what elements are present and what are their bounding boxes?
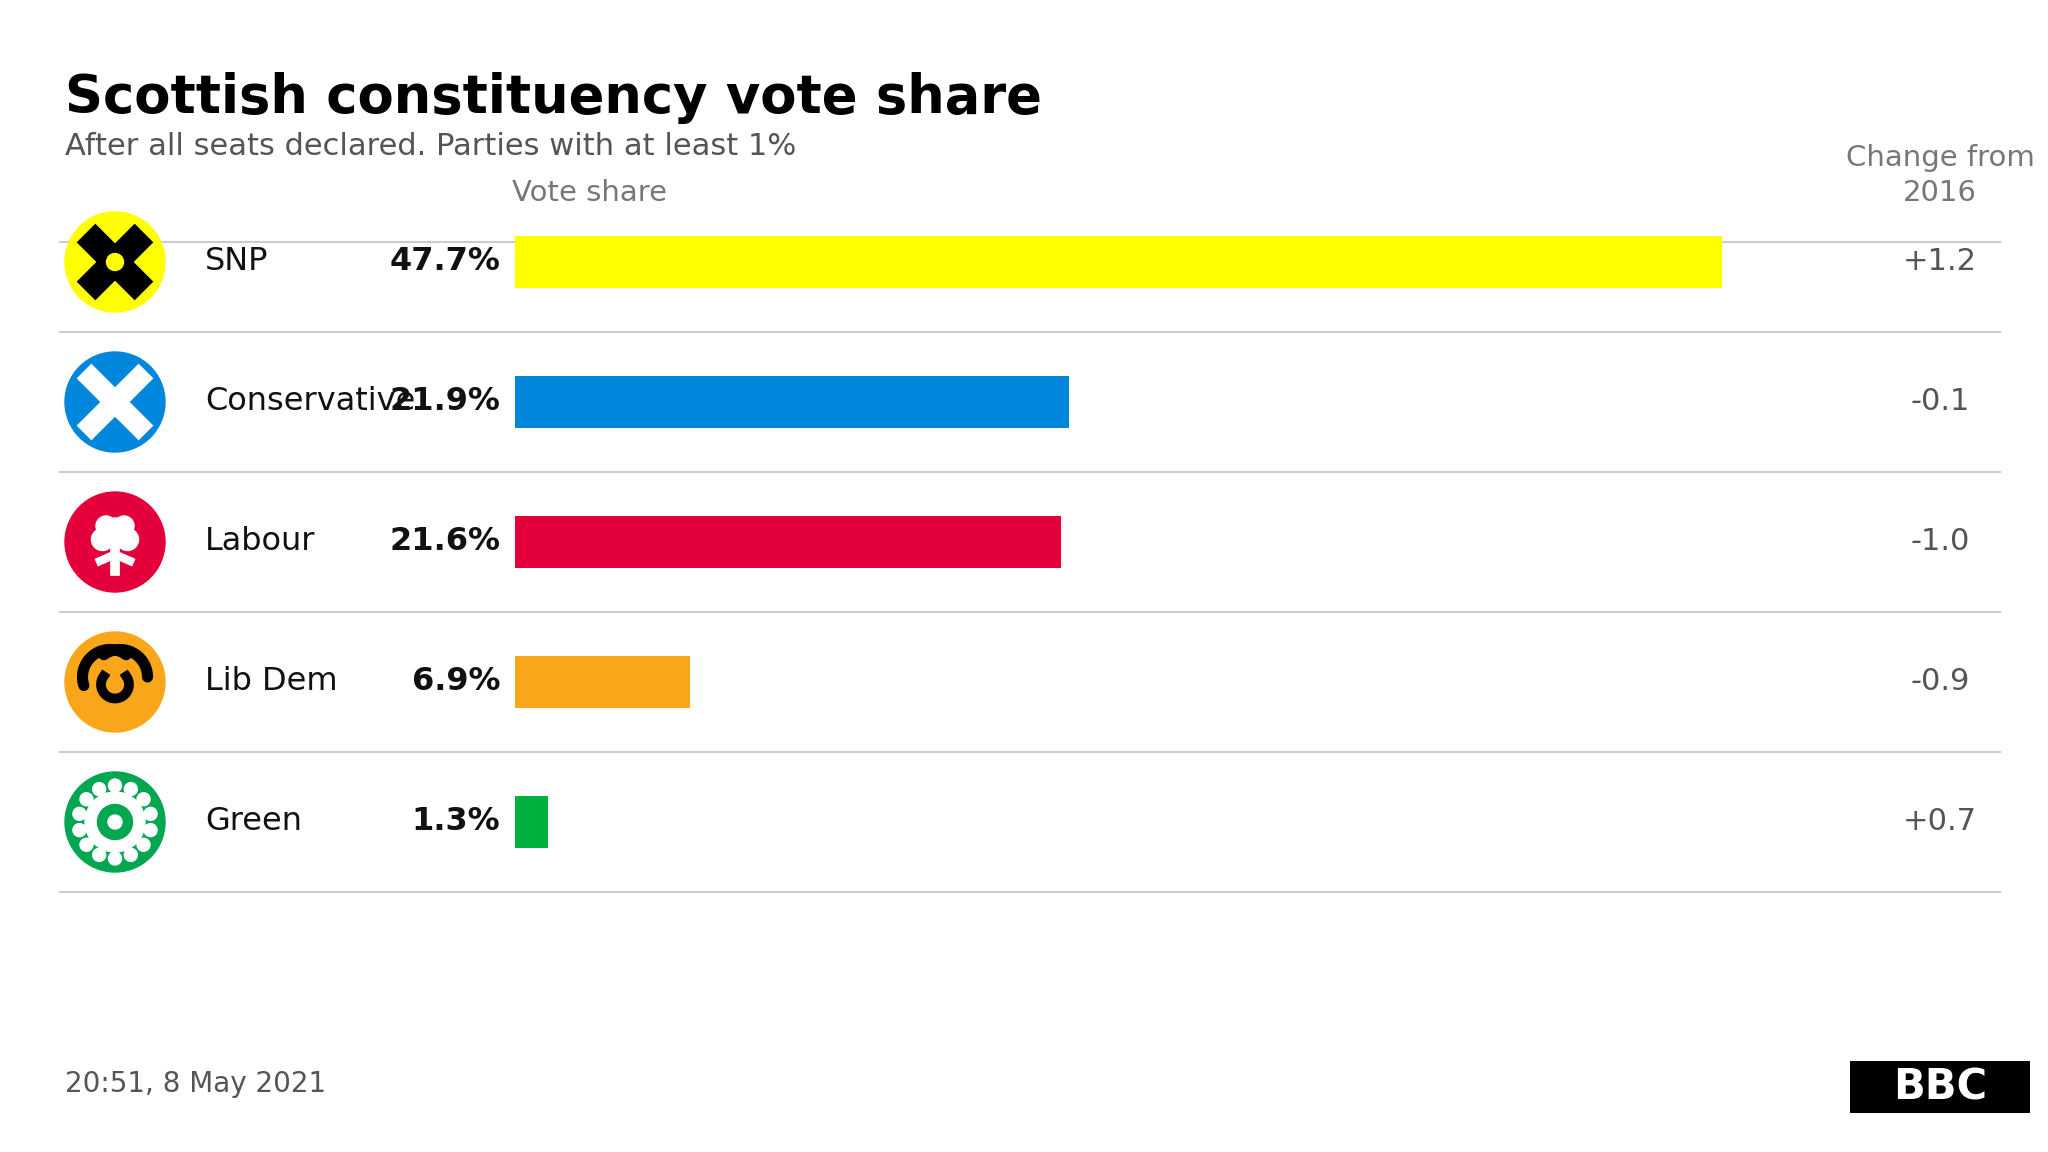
Circle shape: [66, 632, 166, 732]
Text: Change from
2016: Change from 2016: [1845, 144, 2034, 207]
Text: 21.9%: 21.9%: [389, 387, 500, 417]
Text: 20:51, 8 May 2021: 20:51, 8 May 2021: [66, 1070, 326, 1098]
Circle shape: [98, 804, 133, 840]
Text: Conservative: Conservative: [205, 387, 416, 417]
Bar: [1849, 1061, 2030, 1113]
Circle shape: [137, 839, 150, 851]
Text: Labour: Labour: [205, 526, 315, 558]
Text: 21.6%: 21.6%: [389, 526, 500, 558]
Circle shape: [109, 814, 123, 829]
Circle shape: [96, 516, 117, 536]
Circle shape: [74, 824, 86, 836]
Text: After all seats declared. Parties with at least 1%: After all seats declared. Parties with a…: [66, 132, 797, 161]
Circle shape: [80, 793, 92, 805]
Text: Vote share: Vote share: [512, 179, 668, 207]
Circle shape: [117, 529, 139, 551]
Circle shape: [66, 212, 166, 312]
Text: SNP: SNP: [205, 247, 268, 278]
Circle shape: [143, 808, 158, 820]
Text: -0.1: -0.1: [1911, 387, 1970, 417]
Bar: [514, 376, 1069, 429]
Text: -1.0: -1.0: [1911, 528, 1970, 556]
Bar: [514, 796, 549, 848]
Circle shape: [66, 772, 166, 872]
Circle shape: [143, 824, 158, 836]
Circle shape: [106, 253, 123, 271]
Text: +1.2: +1.2: [1903, 248, 1976, 276]
Text: Lib Dem: Lib Dem: [205, 667, 338, 697]
Circle shape: [100, 518, 129, 546]
Text: 6.9%: 6.9%: [412, 667, 500, 697]
Bar: [514, 655, 690, 708]
Circle shape: [115, 516, 133, 536]
Circle shape: [92, 848, 106, 862]
Text: 1.3%: 1.3%: [412, 806, 500, 838]
Circle shape: [92, 529, 113, 551]
Text: -0.9: -0.9: [1911, 667, 1970, 697]
Circle shape: [66, 492, 166, 592]
Circle shape: [109, 852, 121, 865]
Circle shape: [92, 782, 106, 796]
Circle shape: [125, 782, 137, 796]
Bar: [514, 236, 1722, 288]
Circle shape: [137, 793, 150, 805]
Bar: [514, 516, 1061, 568]
Circle shape: [125, 848, 137, 862]
Text: +0.7: +0.7: [1903, 808, 1976, 836]
Text: Scottish constituency vote share: Scottish constituency vote share: [66, 71, 1042, 124]
Text: BBC: BBC: [1892, 1066, 1987, 1108]
Text: 47.7%: 47.7%: [389, 247, 500, 278]
Circle shape: [109, 779, 121, 793]
Circle shape: [74, 808, 86, 820]
Circle shape: [80, 839, 92, 851]
Circle shape: [66, 353, 166, 452]
Text: Green: Green: [205, 806, 301, 838]
Circle shape: [86, 793, 145, 852]
